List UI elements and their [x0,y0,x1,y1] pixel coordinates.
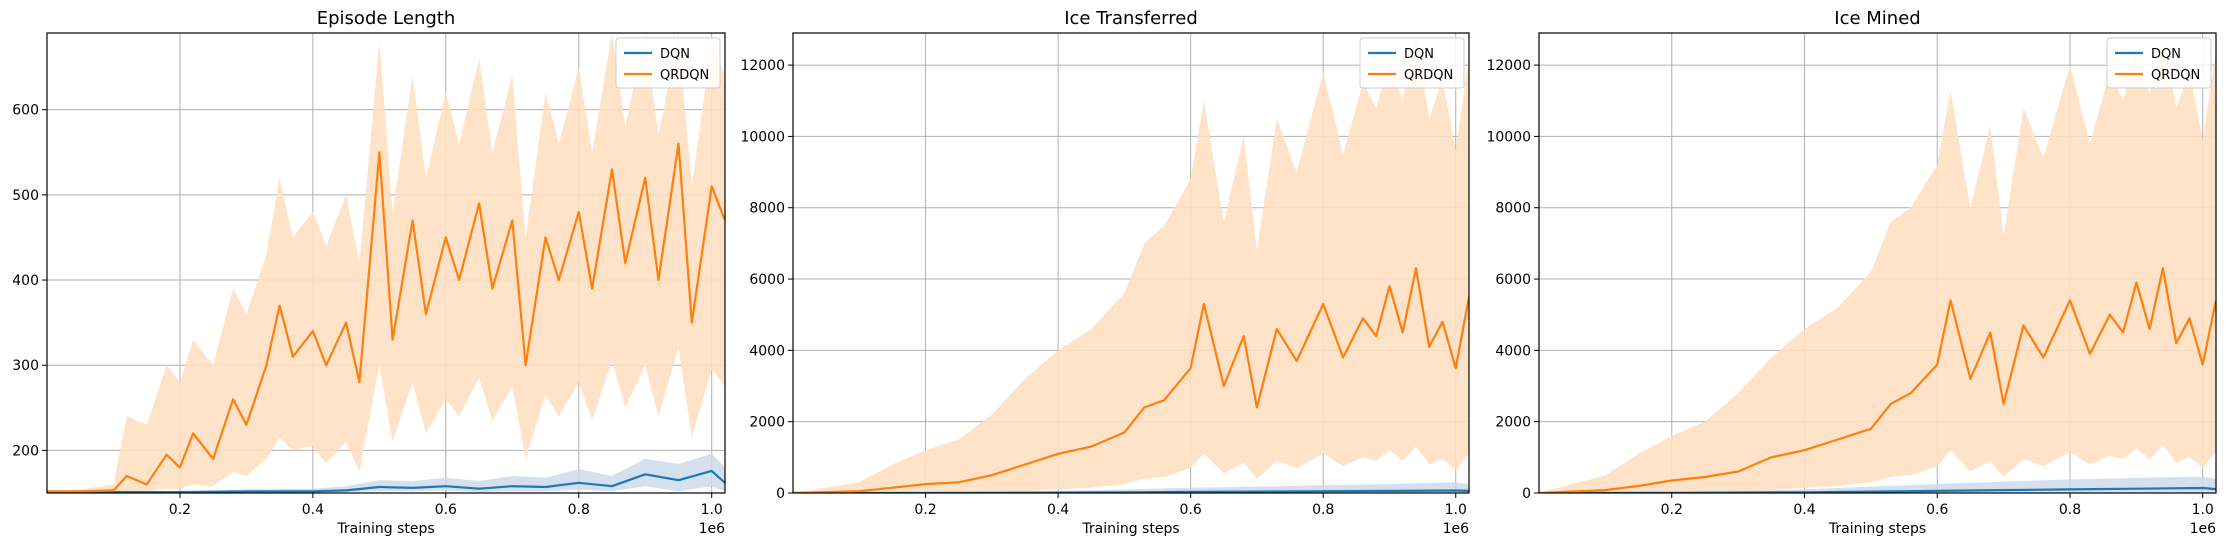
chart-panel-1: 0.2 0.4 0.6 0.8 1.0 200 300 400 500 600 Episode Le… [12,8,726,537]
y-tick-label: 8000 [749,201,785,217]
x-axis-label: Training steps [1828,521,1926,537]
x-tick-label: 0.8 [1312,502,1334,518]
series-band-dqn [47,453,725,493]
x-axis-label: Training steps [1081,521,1179,537]
series-band-qrdqn [1539,36,2216,493]
plot-frame [1538,32,2217,494]
x-axis-offset-label: 1e6 [699,521,726,537]
legend-label-dqn: DQN [2151,47,2181,62]
y-tick-label: 12000 [1486,58,1531,74]
y-tick-label: 10000 [1486,129,1531,145]
legend-label-qrdqn: QRDQN [2151,68,2200,83]
x-tick-label: 1.0 [701,502,723,518]
legend-label-dqn: DQN [1404,47,1434,62]
x-axis-offset-label: 1e6 [2190,521,2217,537]
series-band-qrdqn [793,36,1469,493]
legend-box [2106,37,2212,89]
y-tick-label: 2000 [1495,415,1531,431]
y-tick-label: 400 [12,273,39,289]
x-tick-label: 0.4 [302,502,324,518]
series-line-dqn [47,469,725,493]
legend: DQN QRDQN [1359,37,1465,89]
legend-label-qrdqn: QRDQN [1404,68,1453,83]
x-tick-label: 0.2 [914,502,936,518]
series-line-qrdqn [47,142,725,493]
legend: DQN QRDQN [2106,37,2212,89]
y-tick-label: 4000 [1495,343,1531,359]
legend-label-qrdqn: QRDQN [660,68,709,83]
chart-title: Ice Transferred [1064,8,1198,29]
x-tick-label: 0.4 [1047,502,1069,518]
series-line-qrdqn [1539,267,2216,493]
series-band-qrdqn [47,33,725,493]
y-tick-label: 600 [12,103,39,119]
y-tick-label: 0 [776,486,785,502]
chart-panel-2: 0.2 0.4 0.6 0.8 1.0 0 2000 4000 6000 8000 10000 120… [740,8,1470,537]
y-tick-label: 6000 [749,272,785,288]
y-tick-label: 2000 [749,415,785,431]
y-tick-label: 6000 [1495,272,1531,288]
y-tick-label: 8000 [1495,201,1531,217]
x-tick-label: 0.2 [169,502,191,518]
x-tick-label: 0.6 [1180,502,1202,518]
x-tick-label: 0.6 [1926,502,1948,518]
x-tick-label: 0.8 [2059,502,2081,518]
x-tick-label: 0.4 [1793,502,1815,518]
y-tick-label: 200 [12,443,39,459]
chart-title: Episode Length [317,8,456,29]
chart-panel-3: 0.2 0.4 0.6 0.8 1.0 0 2000 4000 6000 8000 10000 120… [1486,8,2217,537]
x-tick-label: 0.8 [568,502,590,518]
plot-frame [792,32,1470,494]
y-tick-label: 300 [12,358,39,374]
legend-box [1359,37,1465,89]
y-tick-label: 4000 [749,343,785,359]
legend: DQN QRDQN [615,37,721,89]
x-tick-label: 0.2 [1661,502,1683,518]
x-axis-offset-label: 1e6 [1443,521,1470,537]
series-line-qrdqn [793,267,1469,493]
y-tick-label: 500 [12,188,39,204]
legend-label-dqn: DQN [660,47,690,62]
y-tick-label: 10000 [740,129,785,145]
x-axis-label: Training steps [336,521,434,537]
x-tick-label: 0.6 [435,502,457,518]
chart-title: Ice Mined [1834,8,1920,29]
x-tick-label: 1.0 [2192,502,2214,518]
plot-frame [46,32,726,494]
y-tick-label: 12000 [740,58,785,74]
legend-box [615,37,721,89]
y-tick-label: 0 [1522,486,1531,502]
x-tick-label: 1.0 [1445,502,1467,518]
